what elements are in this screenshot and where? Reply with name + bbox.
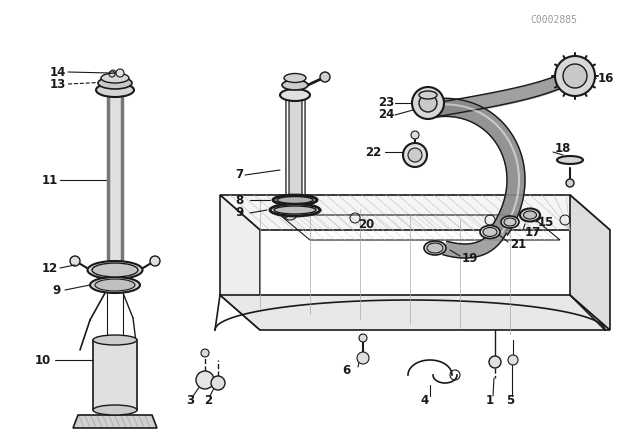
Polygon shape [443, 227, 506, 258]
Text: 18: 18 [555, 142, 572, 155]
Text: 2: 2 [204, 393, 212, 406]
Text: 16: 16 [598, 72, 614, 85]
Ellipse shape [501, 216, 519, 228]
Text: 3: 3 [186, 393, 194, 406]
Text: 17: 17 [525, 225, 541, 238]
Text: 8: 8 [235, 194, 243, 207]
Circle shape [419, 94, 437, 112]
Circle shape [408, 148, 422, 162]
Bar [108, 95, 122, 270]
Ellipse shape [273, 195, 317, 205]
Circle shape [282, 204, 298, 220]
Text: 23: 23 [378, 96, 394, 109]
Ellipse shape [504, 218, 516, 226]
Circle shape [359, 334, 367, 342]
Text: 9: 9 [52, 284, 60, 297]
Circle shape [70, 256, 80, 266]
Ellipse shape [557, 156, 583, 164]
Ellipse shape [282, 80, 308, 90]
Ellipse shape [93, 335, 137, 345]
Text: 14: 14 [50, 65, 67, 78]
Text: 11: 11 [42, 173, 58, 186]
Text: 12: 12 [42, 262, 58, 275]
Polygon shape [220, 295, 610, 330]
Circle shape [357, 352, 369, 364]
Bar [93, 340, 137, 410]
Ellipse shape [92, 263, 138, 277]
Text: 9: 9 [235, 207, 243, 220]
Circle shape [403, 143, 427, 167]
Polygon shape [220, 195, 610, 230]
Ellipse shape [284, 73, 306, 82]
Circle shape [196, 371, 214, 389]
Bar [287, 100, 303, 210]
Text: 24: 24 [378, 108, 394, 121]
Ellipse shape [427, 243, 443, 253]
Text: 10: 10 [35, 353, 51, 366]
Text: 7: 7 [235, 168, 243, 181]
Ellipse shape [480, 225, 500, 238]
Ellipse shape [280, 89, 310, 101]
Circle shape [566, 179, 574, 187]
Text: 15: 15 [538, 215, 554, 228]
Ellipse shape [424, 241, 446, 255]
Text: 20: 20 [358, 219, 374, 232]
Ellipse shape [277, 197, 313, 203]
Text: 22: 22 [365, 146, 381, 159]
Ellipse shape [101, 73, 129, 83]
Ellipse shape [88, 261, 143, 279]
Ellipse shape [483, 228, 497, 237]
Circle shape [563, 64, 587, 88]
Circle shape [320, 72, 330, 82]
Polygon shape [434, 99, 525, 235]
Text: 1: 1 [486, 393, 494, 406]
Circle shape [211, 376, 225, 390]
Polygon shape [73, 415, 157, 428]
Circle shape [201, 349, 209, 357]
Text: 13: 13 [50, 78, 67, 90]
Circle shape [411, 131, 419, 139]
Ellipse shape [270, 204, 320, 216]
Ellipse shape [96, 83, 134, 97]
Text: 5: 5 [506, 393, 514, 406]
Polygon shape [220, 195, 260, 330]
Text: 6: 6 [342, 363, 350, 376]
Ellipse shape [274, 206, 316, 214]
Text: 4: 4 [421, 393, 429, 406]
Ellipse shape [95, 279, 135, 291]
Polygon shape [570, 195, 610, 330]
Ellipse shape [520, 208, 540, 221]
Circle shape [116, 69, 124, 77]
Ellipse shape [524, 211, 536, 219]
Circle shape [489, 356, 501, 368]
Circle shape [412, 87, 444, 119]
Ellipse shape [98, 77, 132, 89]
Ellipse shape [419, 91, 437, 99]
Circle shape [508, 355, 518, 365]
Circle shape [150, 256, 160, 266]
Text: 21: 21 [510, 237, 526, 250]
Text: C0002885: C0002885 [530, 15, 577, 25]
Ellipse shape [90, 277, 140, 293]
Text: 19: 19 [462, 251, 478, 264]
Ellipse shape [93, 405, 137, 415]
Circle shape [555, 56, 595, 96]
